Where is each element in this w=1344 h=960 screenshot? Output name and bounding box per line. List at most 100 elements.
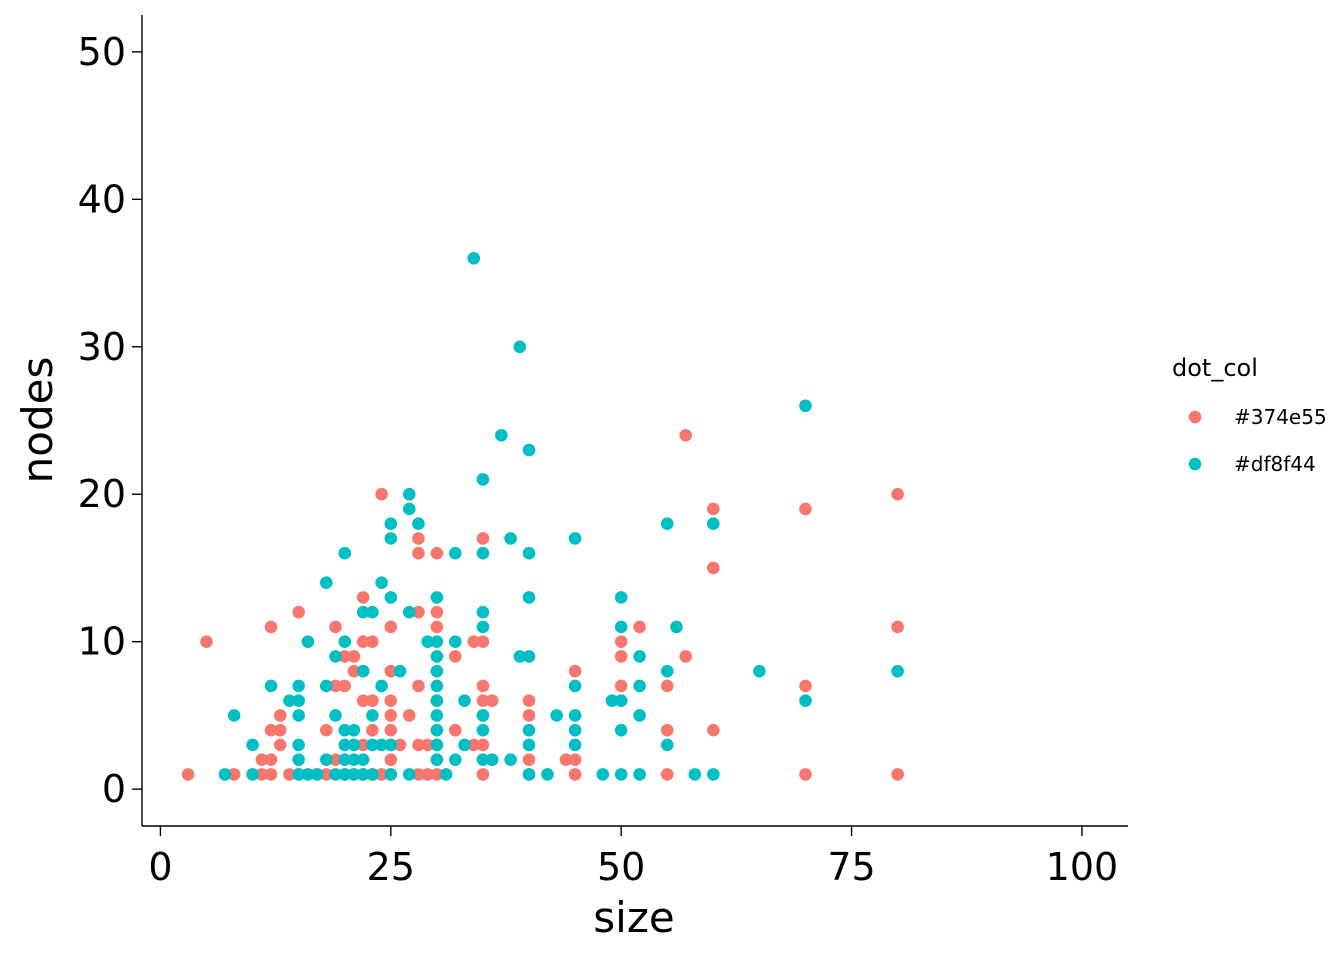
data-point <box>430 546 444 560</box>
data-point <box>633 679 646 693</box>
data-point <box>430 591 444 604</box>
data-point <box>338 650 352 663</box>
data-point <box>476 679 490 693</box>
data-point <box>485 694 499 707</box>
data-point <box>375 679 388 693</box>
data-point <box>264 620 278 634</box>
data-point <box>891 620 904 634</box>
data-point <box>467 251 481 265</box>
data-point <box>522 443 536 457</box>
data-point <box>329 620 342 634</box>
data-point <box>384 532 398 545</box>
data-point <box>181 768 195 781</box>
data-point <box>366 694 379 707</box>
data-point <box>218 768 232 781</box>
data-point <box>799 768 812 781</box>
data-point <box>347 768 361 781</box>
data-point <box>338 738 352 752</box>
data-point <box>319 576 333 589</box>
data-point <box>467 738 481 752</box>
data-point <box>421 738 434 752</box>
data-point <box>522 753 536 766</box>
data-point <box>430 620 444 634</box>
data-point <box>430 709 444 722</box>
x-axis-title: size <box>593 893 674 942</box>
data-point <box>384 709 398 722</box>
data-point <box>476 635 490 648</box>
data-point <box>476 473 490 486</box>
data-point <box>273 738 287 752</box>
data-point <box>356 635 370 648</box>
legend-key <box>1188 410 1202 424</box>
data-point <box>264 768 278 781</box>
data-point <box>283 694 296 707</box>
data-point <box>614 620 628 634</box>
data-point <box>255 753 269 766</box>
data-point <box>449 650 462 663</box>
data-point <box>476 620 490 634</box>
data-point <box>338 723 352 737</box>
data-point <box>476 546 490 560</box>
data-point <box>384 517 398 531</box>
data-point <box>356 753 370 766</box>
legend: dot_col #374e55 #df8f44 <box>1172 354 1327 476</box>
data-point <box>660 664 674 678</box>
data-point <box>356 591 370 604</box>
data-point <box>402 502 416 516</box>
data-point <box>384 694 398 707</box>
data-point <box>449 546 462 560</box>
data-point <box>513 650 527 663</box>
data-point <box>366 605 379 619</box>
data-point <box>633 650 646 663</box>
data-point <box>384 664 398 678</box>
data-point <box>449 723 462 737</box>
data-point <box>688 768 702 781</box>
x-axis-ticks: 0 25 50 75 100 <box>148 826 1118 889</box>
data-point <box>891 487 904 501</box>
data-point <box>707 723 720 737</box>
data-point <box>347 753 361 766</box>
data-point <box>329 753 342 766</box>
x-tick-label: 0 <box>148 845 172 889</box>
data-point <box>375 768 388 781</box>
data-point <box>347 738 361 752</box>
legend-label: #df8f44 <box>1234 452 1316 476</box>
data-point <box>273 709 287 722</box>
data-point <box>605 694 619 707</box>
data-point <box>522 650 536 663</box>
data-point <box>614 679 628 693</box>
data-point <box>633 768 646 781</box>
data-point <box>366 723 379 737</box>
data-point <box>522 768 536 781</box>
data-point <box>522 723 536 737</box>
data-point <box>568 709 582 722</box>
data-point <box>476 723 490 737</box>
data-point <box>799 694 812 707</box>
data-point <box>660 768 674 781</box>
data-point <box>430 605 444 619</box>
data-point <box>891 768 904 781</box>
data-point <box>319 753 333 766</box>
y-axis-ticks: 0 10 20 30 40 50 <box>78 30 142 811</box>
data-point <box>660 723 674 737</box>
data-point <box>614 650 628 663</box>
data-point <box>430 723 444 737</box>
data-point <box>338 768 352 781</box>
data-point <box>568 679 582 693</box>
data-point <box>421 635 434 648</box>
data-point <box>670 620 683 634</box>
data-point <box>246 768 259 781</box>
data-point <box>412 768 425 781</box>
data-point <box>402 487 416 501</box>
data-point <box>310 768 324 781</box>
data-point <box>384 620 398 634</box>
data-point <box>366 768 379 781</box>
data-point <box>614 694 628 707</box>
data-point <box>522 546 536 560</box>
y-tick-label: 0 <box>102 767 126 811</box>
data-point <box>614 591 628 604</box>
data-point <box>679 428 692 442</box>
data-point <box>329 768 342 781</box>
data-point <box>458 694 471 707</box>
